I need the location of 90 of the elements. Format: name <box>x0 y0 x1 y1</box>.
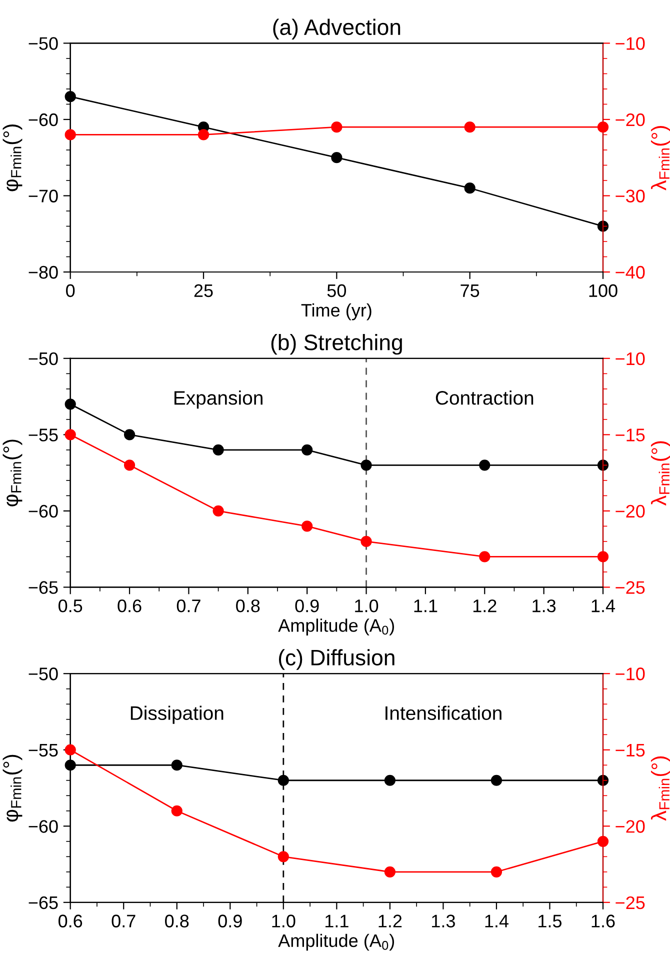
x-tick-label: 1.2 <box>473 599 496 612</box>
point <box>360 536 372 547</box>
point <box>331 152 342 164</box>
chart-title: (c) Diffusion <box>278 649 394 670</box>
x-tick-label: 1.4 <box>592 600 616 612</box>
y2-tick-label: −20 <box>616 820 645 833</box>
y-tick-label: −70 <box>28 190 58 202</box>
point <box>384 866 396 878</box>
y-axis-title: φ$_{Fmin}$(°) <box>2 754 22 822</box>
y-axis-title: φ$_{Fmin}$(°) <box>2 124 22 192</box>
annotation: Intensification <box>386 706 502 720</box>
y2-axis-title: λ$_{Fmin}$(°) <box>650 756 670 821</box>
point <box>64 398 76 410</box>
y-tick-label: −60 <box>28 113 58 126</box>
y2-tick-label: −25 <box>616 581 645 594</box>
y-tick-label: −55 <box>28 744 58 757</box>
point <box>302 444 313 456</box>
point <box>64 744 76 756</box>
point <box>597 836 609 847</box>
x-axis-title: Time (yr) <box>301 303 372 320</box>
x-tick-label: 1.3 <box>532 599 556 612</box>
y2-tick-label: −25 <box>616 896 645 910</box>
point <box>360 460 372 471</box>
point <box>597 551 609 562</box>
y-axis-title: φ$_{Fmin}$(°) <box>2 440 22 506</box>
y-tick-label: −60 <box>28 820 58 833</box>
x-tick-label: 1.0 <box>272 914 296 928</box>
point <box>597 460 609 471</box>
x-tick-label: 25 <box>194 284 213 298</box>
x-axis-title: Amplitude (A$_{0}$) <box>278 934 394 951</box>
point <box>64 429 76 440</box>
x-tick-label: 1.2 <box>378 914 402 928</box>
x-tick-label: 1.4 <box>485 914 508 928</box>
x-tick-label: 0.9 <box>295 599 319 612</box>
y-tick-label: −80 <box>28 266 58 279</box>
point <box>464 182 476 194</box>
x-tick-label: 100 <box>589 284 618 298</box>
x-tick-label: 1.3 <box>432 914 455 928</box>
y2-tick-label: −40 <box>616 266 645 279</box>
y-tick-label: −60 <box>28 504 58 518</box>
point <box>212 444 224 456</box>
point <box>278 851 289 862</box>
y2-tick-label: −10 <box>616 352 645 366</box>
y2-axis-title: λ$_{Fmin}$(°) <box>650 441 670 506</box>
x-tick-label: 0 <box>66 284 75 298</box>
y-tick-label: −50 <box>28 37 58 50</box>
x-tick-label: 0.7 <box>176 599 200 612</box>
x-tick-label: 1.1 <box>414 600 438 612</box>
y-tick-label: −50 <box>28 668 58 680</box>
point <box>490 866 502 878</box>
point <box>597 220 609 232</box>
annotation: Contraction <box>436 390 534 405</box>
x-tick-label: 1.1 <box>326 914 348 928</box>
y-tick-label: −55 <box>28 428 58 442</box>
x-tick-label: 50 <box>327 284 346 298</box>
x-tick-label: 1.5 <box>538 914 562 928</box>
x-tick-label: 1.6 <box>592 914 615 928</box>
point <box>171 805 182 816</box>
y-tick-label: −65 <box>28 896 58 910</box>
y2-tick-label: −15 <box>616 428 645 442</box>
y2-tick-label: −15 <box>616 744 645 757</box>
y-tick-label: −65 <box>28 581 58 594</box>
y2-tick-label: −10 <box>616 37 645 50</box>
x-tick-label: 0.8 <box>165 914 189 928</box>
annotation: Dissipation <box>130 706 224 724</box>
point <box>302 520 313 532</box>
x-tick-label: 1.0 <box>355 599 378 612</box>
point <box>212 505 224 516</box>
x-tick-label: 0.9 <box>218 914 242 928</box>
point <box>124 429 136 440</box>
y2-tick-label: −30 <box>616 190 645 202</box>
x-tick-label: 0.7 <box>112 914 136 928</box>
x-tick-label: 75 <box>460 284 480 298</box>
x-tick-label: 0.8 <box>236 599 260 612</box>
y2-axis-title: λ$_{Fmin}$(°) <box>650 126 670 190</box>
annotation: Expansion <box>174 390 262 409</box>
x-tick-label: 0.5 <box>58 599 82 612</box>
point <box>124 460 136 471</box>
y2-tick-label: −20 <box>616 113 645 126</box>
y2-tick-label: −10 <box>616 668 645 680</box>
x-tick-label: 0.6 <box>58 914 82 928</box>
x-axis-title: Amplitude (A$_{0}$) <box>278 618 394 636</box>
y-tick-label: −50 <box>28 352 58 366</box>
y2-tick-label: −20 <box>616 504 645 518</box>
x-tick-label: 0.6 <box>118 599 142 612</box>
point <box>64 91 76 102</box>
chart-title: (b) Stretching <box>271 334 402 355</box>
chart-title: (a) Advection <box>273 18 400 40</box>
point <box>479 551 490 562</box>
point <box>479 460 490 471</box>
